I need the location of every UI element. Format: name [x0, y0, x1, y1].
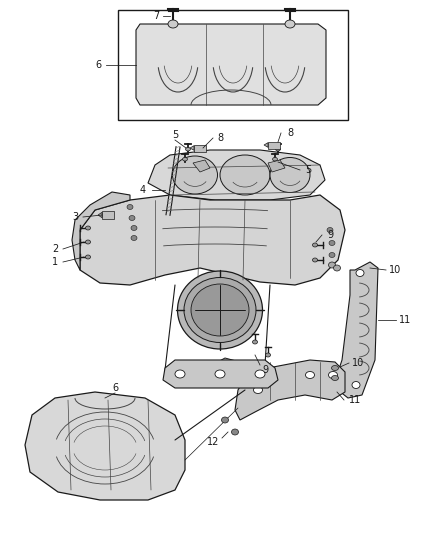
Text: 11: 11 — [399, 315, 411, 325]
Ellipse shape — [332, 376, 339, 381]
Polygon shape — [193, 160, 210, 172]
Ellipse shape — [305, 372, 314, 378]
Polygon shape — [264, 143, 268, 147]
Ellipse shape — [129, 215, 135, 221]
Ellipse shape — [222, 417, 229, 423]
Text: 7: 7 — [153, 11, 159, 21]
Polygon shape — [80, 195, 345, 285]
Ellipse shape — [215, 370, 225, 378]
Ellipse shape — [168, 20, 178, 28]
Ellipse shape — [183, 157, 187, 161]
Ellipse shape — [329, 240, 335, 246]
Text: 8: 8 — [287, 128, 293, 138]
Ellipse shape — [328, 262, 336, 268]
Ellipse shape — [252, 340, 258, 344]
Ellipse shape — [131, 236, 137, 240]
Ellipse shape — [85, 240, 91, 244]
Ellipse shape — [177, 271, 262, 349]
Ellipse shape — [254, 386, 262, 393]
Text: 3: 3 — [72, 212, 78, 222]
Text: 6: 6 — [112, 383, 118, 393]
Bar — [118, 10, 348, 120]
Ellipse shape — [328, 372, 338, 378]
Bar — [268, 141, 280, 149]
Polygon shape — [212, 358, 245, 385]
Ellipse shape — [184, 278, 256, 343]
Ellipse shape — [265, 353, 271, 357]
Polygon shape — [163, 360, 278, 388]
Polygon shape — [190, 146, 194, 150]
Ellipse shape — [255, 370, 265, 378]
Ellipse shape — [285, 20, 295, 28]
Ellipse shape — [270, 157, 310, 192]
Ellipse shape — [175, 370, 185, 378]
Text: 10: 10 — [352, 358, 364, 368]
Polygon shape — [235, 360, 345, 420]
Text: 9: 9 — [327, 230, 333, 240]
Bar — [194, 144, 206, 151]
Ellipse shape — [352, 382, 360, 389]
Polygon shape — [136, 24, 326, 105]
Ellipse shape — [276, 148, 280, 151]
Polygon shape — [268, 160, 285, 172]
Text: 11: 11 — [349, 395, 361, 405]
Ellipse shape — [329, 253, 335, 257]
Ellipse shape — [173, 156, 218, 194]
Polygon shape — [98, 212, 102, 217]
Ellipse shape — [186, 148, 191, 151]
Text: 5: 5 — [172, 130, 178, 140]
Ellipse shape — [232, 429, 239, 435]
Ellipse shape — [85, 255, 91, 259]
Ellipse shape — [333, 265, 340, 271]
Text: 10: 10 — [389, 265, 401, 275]
Ellipse shape — [191, 284, 249, 336]
Ellipse shape — [85, 226, 91, 230]
Text: 12: 12 — [207, 437, 219, 447]
Text: 1: 1 — [52, 257, 58, 267]
Ellipse shape — [327, 228, 333, 232]
Text: 9: 9 — [262, 365, 268, 375]
Polygon shape — [336, 262, 378, 398]
Text: 2: 2 — [52, 244, 58, 254]
Polygon shape — [72, 192, 130, 270]
Ellipse shape — [312, 258, 318, 262]
Ellipse shape — [332, 366, 339, 370]
Text: 4: 4 — [140, 185, 146, 195]
Polygon shape — [25, 392, 185, 500]
Ellipse shape — [272, 157, 277, 161]
Text: 6: 6 — [95, 60, 101, 70]
Bar — [102, 211, 114, 219]
Ellipse shape — [131, 225, 137, 230]
Ellipse shape — [127, 205, 133, 209]
Ellipse shape — [356, 270, 364, 277]
Ellipse shape — [312, 243, 318, 247]
Text: 8: 8 — [217, 133, 223, 143]
Text: 5: 5 — [305, 165, 311, 175]
Polygon shape — [148, 150, 325, 200]
Ellipse shape — [220, 155, 270, 195]
